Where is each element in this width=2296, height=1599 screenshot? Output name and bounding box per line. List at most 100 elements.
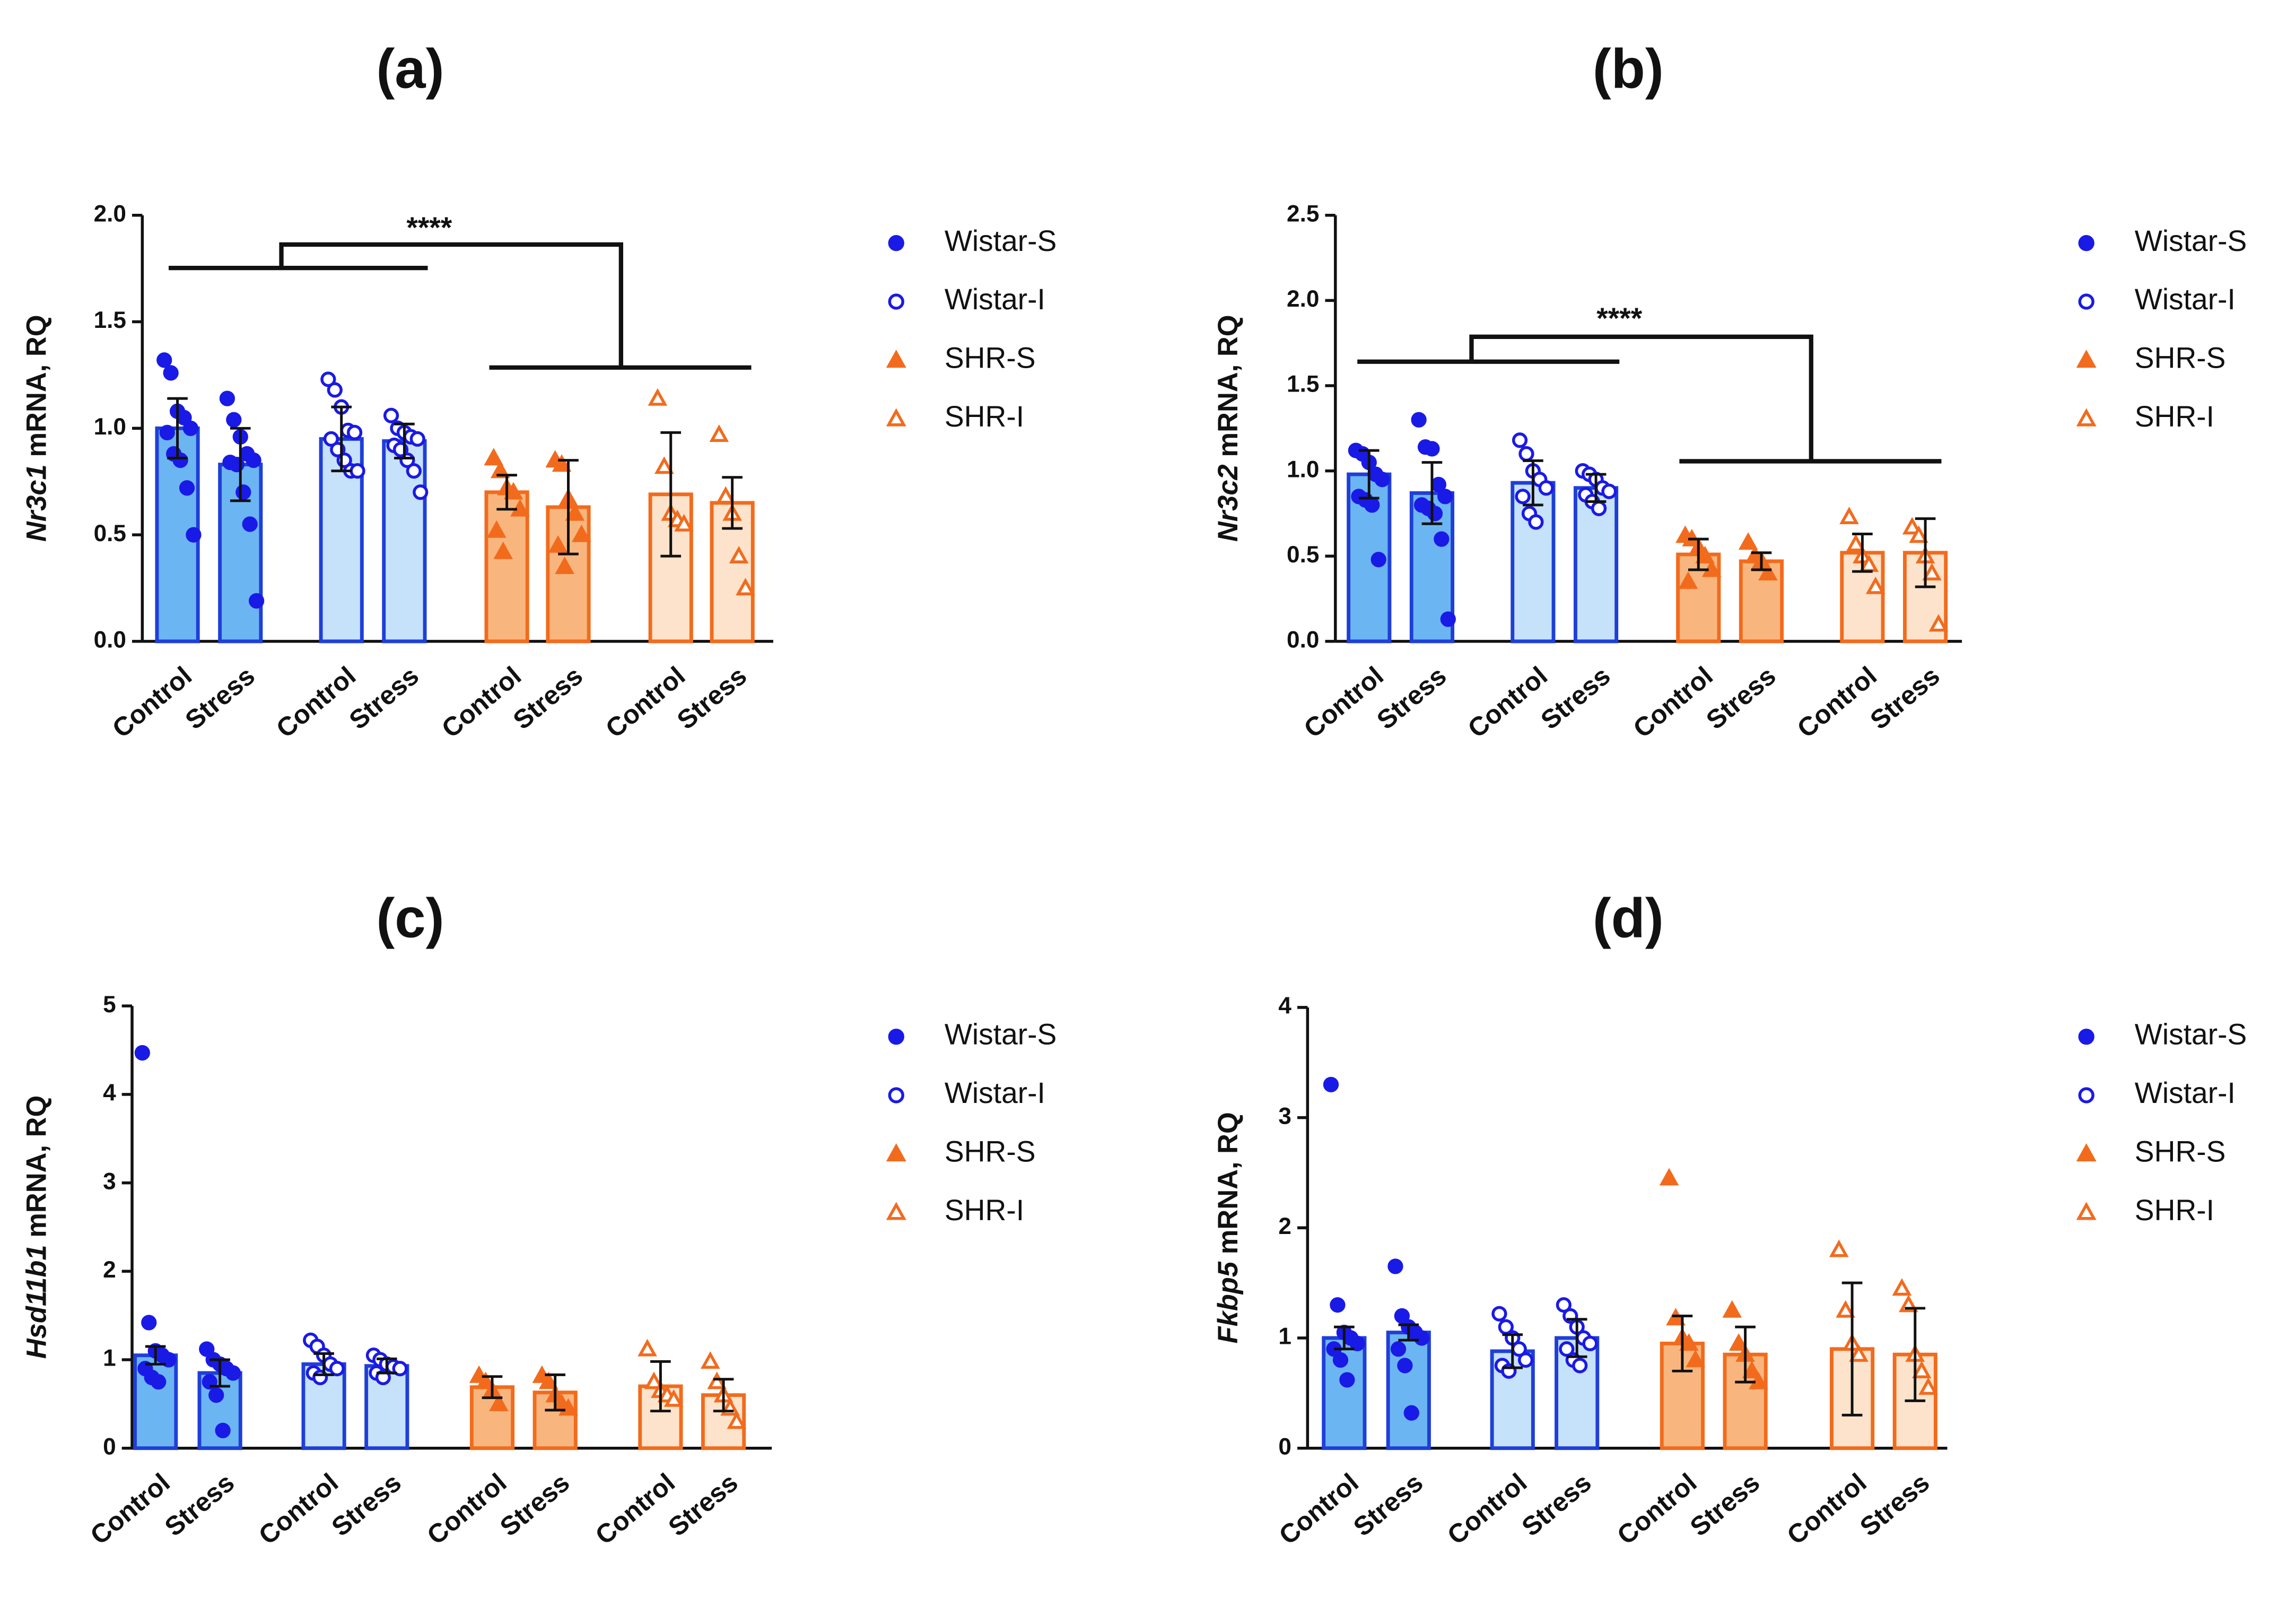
- x-tick-label: Stress: [1684, 1467, 1765, 1542]
- point: [141, 1315, 157, 1331]
- y-axis-label: Hsd11b1 mRNA, RQ: [21, 1096, 52, 1359]
- y-tick-label: 1: [103, 1345, 116, 1371]
- y-axis-label-unit: mRNA, RQ: [1213, 1112, 1244, 1254]
- x-tick-label: Stress: [326, 1467, 406, 1542]
- point: [327, 382, 343, 398]
- point: [707, 1371, 727, 1389]
- bar: [484, 490, 529, 644]
- x-tick-label: Control: [590, 1467, 680, 1550]
- point: [1722, 1300, 1742, 1318]
- point: [225, 1365, 241, 1381]
- point: [1370, 552, 1386, 568]
- point: [715, 486, 736, 504]
- y-tick-label: 0.0: [94, 627, 126, 653]
- point: [1332, 1352, 1349, 1368]
- point: [1865, 576, 1885, 594]
- point: [1758, 563, 1778, 581]
- panel: (a)Nr3c1mRNA, RQ0.00.51.01.52.0ControlSt…: [21, 38, 1057, 744]
- significance-bracket: [169, 242, 752, 370]
- point: [1512, 432, 1528, 448]
- y-tick-label: 1.5: [94, 307, 126, 333]
- error-bar: [145, 1345, 166, 1366]
- point: [179, 480, 195, 496]
- point: [1849, 1344, 1869, 1362]
- y-tick-label: 4: [103, 1080, 116, 1106]
- point: [1922, 563, 1942, 581]
- point: [1591, 500, 1607, 516]
- point: [1330, 1297, 1346, 1313]
- point: [1414, 1330, 1430, 1346]
- x-tick-label: Control: [436, 661, 527, 743]
- point: [409, 431, 425, 447]
- point: [1918, 1377, 1938, 1395]
- legend-label: Wistar-I: [945, 1076, 1045, 1109]
- legend-marker: [2076, 1143, 2097, 1162]
- point: [1437, 489, 1453, 505]
- point: [156, 352, 172, 368]
- x-tick-label: Control: [1298, 661, 1389, 743]
- error-bar: [650, 1360, 671, 1413]
- point: [654, 456, 674, 474]
- legend-marker: [888, 1087, 904, 1103]
- point: [1572, 1358, 1588, 1374]
- point: [1678, 571, 1698, 589]
- error-bar: [1915, 517, 1936, 588]
- x-tick-label: Stress: [671, 661, 752, 735]
- point: [1387, 1258, 1403, 1274]
- y-tick-label: 2.5: [1287, 201, 1319, 227]
- y-axis-label-gene: Hsd11b1: [21, 1245, 52, 1359]
- point: [1601, 483, 1617, 499]
- error-bar: [545, 1373, 565, 1412]
- error-bar: [1585, 473, 1607, 503]
- point: [242, 516, 258, 532]
- legend-label: Wistar-I: [945, 283, 1045, 316]
- point: [329, 1361, 345, 1377]
- panel-title: (b): [1593, 38, 1664, 100]
- x-tick-label: Control: [270, 661, 361, 743]
- point: [1394, 1308, 1410, 1324]
- y-tick-label: 4: [1278, 993, 1291, 1019]
- y-tick-label: 0: [103, 1433, 116, 1459]
- y-tick-label: 2: [1278, 1213, 1291, 1239]
- point: [493, 541, 513, 559]
- point: [486, 520, 507, 538]
- point: [1928, 614, 1949, 632]
- point: [215, 1422, 231, 1438]
- legend-label: SHR-I: [945, 400, 1024, 433]
- x-tick-label: Stress: [494, 1467, 575, 1542]
- y-axis-label: Nr3c1 mRNA, RQ: [21, 315, 52, 542]
- panel: (d)Fkbp5mRNA, RQ01234ControlStressWistar…: [1213, 888, 2247, 1551]
- x-tick-label: Stress: [1371, 661, 1452, 735]
- point: [1528, 514, 1544, 530]
- x-tick-label: Stress: [344, 661, 424, 735]
- y-tick-label: 2.0: [94, 201, 126, 227]
- point: [246, 452, 261, 468]
- point: [219, 390, 235, 406]
- point: [555, 557, 574, 575]
- x-tick-label: Control: [107, 661, 197, 743]
- point: [1323, 1076, 1339, 1092]
- legend-marker: [886, 1143, 906, 1162]
- x-tick-label: Stress: [179, 661, 260, 735]
- point: [729, 545, 749, 563]
- point: [151, 1374, 167, 1390]
- error-bar: [313, 1352, 334, 1376]
- error-bar: [1841, 1281, 1863, 1416]
- point: [1440, 611, 1456, 627]
- point: [226, 412, 242, 428]
- x-tick-label: Stress: [1854, 1467, 1935, 1542]
- error-bar: [1421, 461, 1443, 525]
- panel: (b) Nr3c2 mRNA, RQ 0.0 0.5 1.0 1.5 2.0 2.5 Contro…: [1213, 38, 2247, 744]
- panel-title: (d): [1593, 888, 1664, 950]
- x-tick-label: Stress: [1535, 661, 1616, 735]
- x-tick-label: Control: [1273, 1467, 1364, 1550]
- x-tick-label: Control: [1792, 661, 1882, 743]
- point: [159, 424, 175, 440]
- point: [1498, 1319, 1514, 1335]
- point: [186, 527, 202, 543]
- point: [1582, 1335, 1598, 1352]
- error-bar: [722, 476, 743, 530]
- point: [1892, 1278, 1912, 1296]
- point: [1728, 1333, 1749, 1351]
- point: [1909, 525, 1929, 543]
